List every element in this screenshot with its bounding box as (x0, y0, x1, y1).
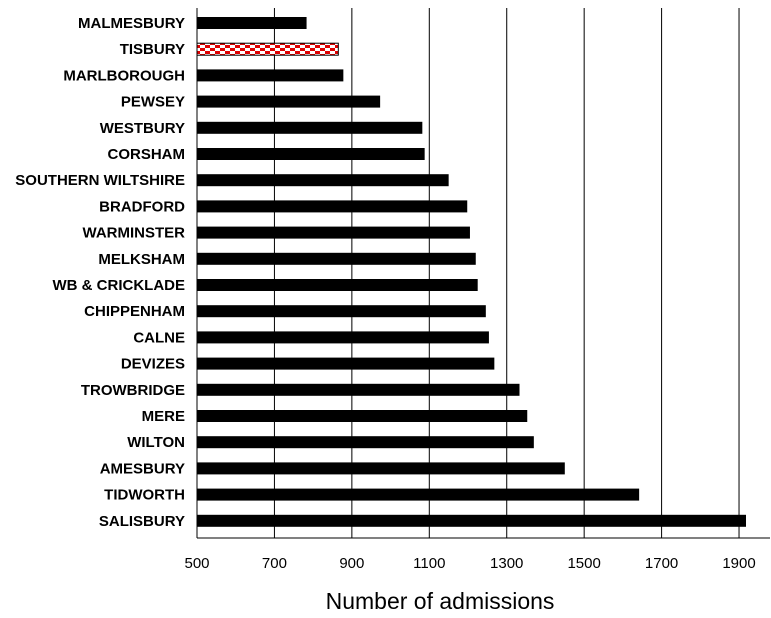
category-label-wilton: WILTON (127, 434, 185, 451)
category-labels: MALMESBURY TISBURY MARLBOROUGH PEWSEY WESTBU… (15, 15, 185, 530)
gridlines (196, 8, 740, 538)
bar-southern-wiltshire (197, 174, 449, 187)
category-label-mere: MERE (142, 408, 185, 425)
category-label-chippenham: CHIPPENHAM (84, 303, 185, 320)
bar-malmesbury (197, 17, 307, 29)
category-label-corsham: CORSHAM (108, 146, 186, 163)
x-tick-label-1300: 1300 (490, 555, 523, 572)
bar-wb-and-cricklade (197, 279, 478, 291)
category-label-warminster: WARMINSTER (83, 225, 186, 242)
x-tick-label-900: 900 (339, 555, 364, 572)
category-label-westbury: WESTBURY (100, 120, 185, 137)
bar-tidworth (197, 488, 640, 501)
x-tick-label-1700: 1700 (645, 555, 678, 572)
x-tick-label-1500: 1500 (567, 555, 600, 572)
category-label-devizes: DEVIZES (121, 356, 185, 373)
category-label-calne: CALNE (133, 329, 185, 346)
category-label-salisbury: SALISBURY (99, 513, 185, 530)
bar-corsham (197, 148, 425, 160)
category-label-tisbury: TISBURY (120, 41, 185, 58)
bar-calne (197, 331, 489, 344)
bar-pewsey (197, 95, 381, 108)
bar-warminster (197, 226, 470, 239)
bars (196, 17, 746, 527)
category-label-pewsey: PEWSEY (121, 94, 185, 111)
x-tick-label-500: 500 (184, 555, 209, 572)
bar-westbury (197, 121, 423, 134)
x-tick-labels: 500 700 900 1100 1300 1500 1700 1900 (184, 555, 755, 572)
bar-trowbridge (197, 383, 520, 396)
category-label-melksham: MELKSHAM (98, 251, 185, 268)
bar-amesbury (197, 462, 565, 475)
category-label-wb-and-cricklade: WB & CRICKLADE (53, 277, 186, 294)
bar-marlborough (197, 69, 344, 82)
category-label-malmesbury: MALMESBURY (78, 15, 185, 32)
x-tick-label-700: 700 (262, 555, 287, 572)
bar-bradford (197, 200, 468, 213)
category-label-amesbury: AMESBURY (100, 460, 185, 477)
bar-tisbury (196, 42, 339, 56)
x-tick-label-1900: 1900 (722, 555, 755, 572)
bar-chippenham (197, 305, 486, 318)
x-tick-label-1100: 1100 (413, 555, 445, 572)
bar-devizes (197, 357, 495, 370)
bar-wilton (197, 436, 534, 449)
category-label-bradford: BRADFORD (99, 198, 185, 215)
category-label-trowbridge: TROWBRIDGE (81, 382, 185, 399)
bar-salisbury (197, 514, 746, 527)
bar-mere (197, 410, 528, 422)
bar-melksham (197, 252, 476, 265)
x-axis-title: Number of admissions (326, 588, 555, 614)
category-label-southern-wiltshire: SOUTHERN WILTSHIRE (15, 172, 185, 189)
category-label-tidworth: TIDWORTH (104, 487, 185, 504)
category-label-marlborough: MARLBOROUGH (63, 67, 185, 84)
